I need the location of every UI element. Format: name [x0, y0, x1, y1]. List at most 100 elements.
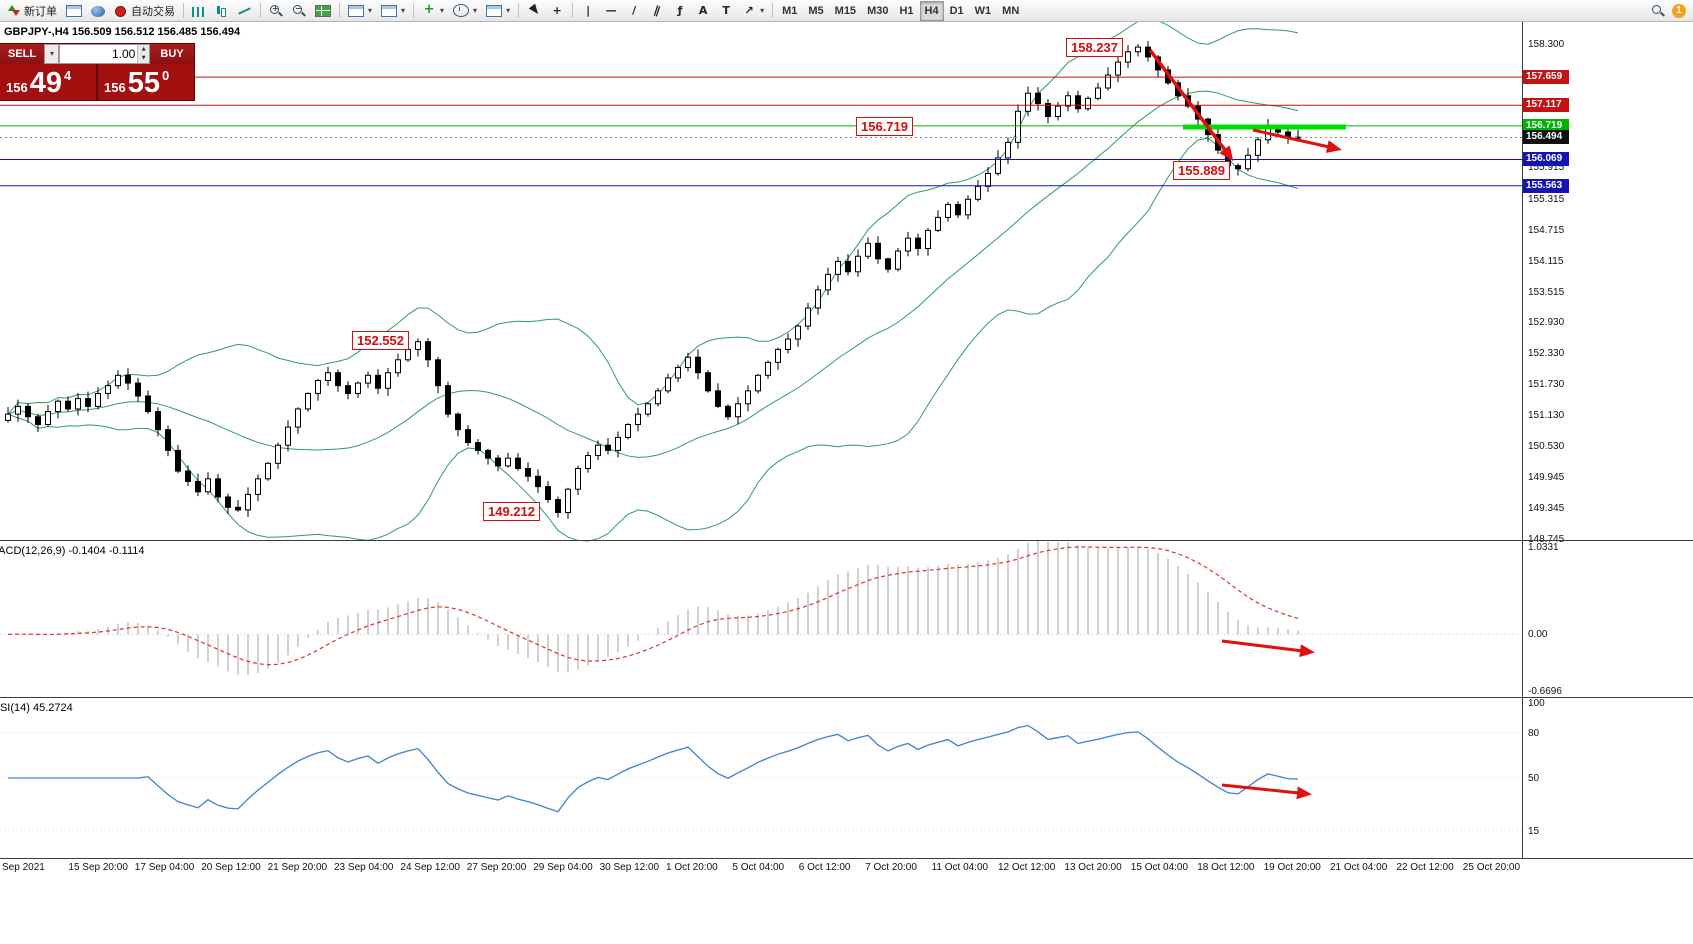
time-axis-label: 6 Oct 12:00 [798, 862, 851, 873]
notification-badge[interactable]: 1 [1672, 3, 1686, 18]
indicators-button[interactable]: + ▾ [418, 1, 448, 21]
time-axis-label: 13 Oct 20:00 [1064, 862, 1122, 873]
timeframe-m1-button[interactable]: M1 [777, 1, 802, 21]
price-tag-annotation[interactable]: 149.212 [483, 502, 540, 521]
candlestick-chart-button[interactable] [211, 1, 233, 21]
chevron-down-icon: ▾ [368, 5, 373, 15]
pane-divider[interactable] [0, 697, 1693, 698]
auto-trading-icon [114, 4, 128, 17]
chevron-down-icon: ▾ [49, 49, 54, 58]
volume-up-button[interactable]: ▲ [138, 45, 149, 54]
rsi-pane-label: RSI(14) 45.2724 [0, 702, 73, 714]
price-tag-annotation[interactable]: 158.237 [1066, 38, 1123, 57]
price-tag-annotation[interactable]: 156.719 [856, 117, 913, 136]
toolbar: 新订单 自动交易 + − ▾ ▾ + ▾ ▾ ▾ + | — / ∥ ƒ A T … [0, 0, 1693, 22]
timeframe-d1-button[interactable]: D1 [945, 1, 969, 21]
timeframe-h4-button[interactable]: H4 [919, 0, 944, 21]
horizontal-line-button[interactable]: — [600, 1, 622, 21]
timeframe-h1-button[interactable]: H1 [894, 1, 918, 21]
chevron-down-icon: ▾ [440, 5, 445, 15]
buy-price-sup: 0 [161, 68, 170, 83]
chart-area[interactable]: GBPJPY-,H4 156.509 156.512 156.485 156.4… [0, 17, 1693, 944]
rsi-axis-label: 100 [1528, 698, 1545, 709]
search-button[interactable] [1647, 1, 1669, 21]
volume-dropdown-button[interactable]: ▾ [44, 44, 59, 64]
zoom-out-button[interactable]: − [288, 1, 310, 21]
crosshair-icon: + [552, 4, 562, 17]
price-axis-badge: 157.117 [1523, 98, 1569, 113]
text-label-icon: T [722, 4, 730, 17]
chart-profiles-button[interactable]: ▾ [377, 1, 409, 21]
symbol-info: GBPJPY-,H4 156.509 156.512 156.485 156.4… [4, 26, 241, 38]
candlestick-chart-icon [215, 4, 229, 17]
line-chart-button[interactable] [234, 1, 256, 21]
toolbar-separator [413, 3, 415, 18]
toolbar-separator [260, 3, 261, 18]
new-chart-button[interactable]: ▾ [344, 1, 376, 21]
time-axis-label: 22 Oct 12:00 [1396, 862, 1454, 873]
timeframe-m5-button[interactable]: M5 [803, 1, 828, 21]
time-axis-label: 19 Oct 20:00 [1263, 862, 1321, 873]
timeframe-m30-button[interactable]: M30 [862, 1, 893, 21]
community-button[interactable] [87, 1, 109, 21]
tile-windows-button[interactable] [311, 1, 335, 21]
trendline-button[interactable]: / [623, 1, 645, 21]
time-axis-label: 27 Sep 20:00 [466, 862, 527, 873]
bar-chart-button[interactable] [188, 1, 210, 21]
rsi-axis-label: 80 [1528, 728, 1540, 739]
macd-pane-label: MACD(12,26,9) -0.1404 -0.1114 [0, 545, 145, 557]
price-tag-annotation[interactable]: 152.552 [352, 331, 409, 350]
price-axis-label: 148.745 [1528, 534, 1564, 545]
sell-button[interactable]: SELL [0, 44, 44, 64]
one-click-trading-panel: SELL ▾ ▲ ▼ BUY 156 49 4 156 55 0 [0, 44, 194, 100]
volume-input[interactable] [60, 45, 138, 63]
volume-down-button[interactable]: ▼ [138, 54, 149, 63]
text-button[interactable]: A [692, 1, 714, 21]
arrows-button[interactable]: ↗ ▾ [738, 1, 768, 21]
volume-stepper: ▲ ▼ [137, 45, 149, 63]
chart-window-button[interactable] [62, 1, 86, 21]
templates-button[interactable]: ▾ [482, 1, 514, 21]
time-axis-label: 18 Oct 12:00 [1197, 862, 1255, 873]
price-axis-badge: 156.069 [1523, 152, 1569, 167]
time-axis-border [0, 858, 1693, 859]
cursor-button[interactable] [523, 1, 545, 21]
community-icon [91, 5, 105, 17]
timeframe-w1-button[interactable]: W1 [970, 1, 997, 21]
price-axis-label: 158.300 [1528, 39, 1565, 50]
auto-trading-button[interactable]: 自动交易 [110, 1, 179, 21]
templates-icon [486, 5, 503, 17]
time-axis-label: 30 Sep 12:00 [599, 862, 660, 873]
fibonacci-button[interactable]: ƒ [669, 1, 691, 21]
new-chart-icon [348, 5, 364, 17]
text-label-button[interactable]: T [715, 1, 737, 21]
price-axis-label: 152.930 [1528, 316, 1565, 328]
zoom-in-button[interactable]: + [265, 1, 287, 21]
price-tag-annotation[interactable]: 155.889 [1173, 161, 1230, 180]
channel-button[interactable]: ∥ [646, 1, 668, 21]
periods-button[interactable]: ▾ [449, 1, 481, 21]
price-axis-label: 151.730 [1528, 379, 1565, 391]
timeframe-mn-button[interactable]: MN [997, 1, 1024, 21]
auto-trading-label: 自动交易 [131, 5, 175, 18]
time-axis-label: 24 Sep 12:00 [400, 862, 460, 873]
time-axis-label: 23 Sep 04:00 [334, 862, 394, 873]
time-axis-label: 15 Oct 04:00 [1130, 862, 1189, 873]
text-tool-icon: A [698, 4, 708, 17]
vertical-line-button[interactable]: | [577, 1, 599, 21]
toolbar-separator [518, 3, 520, 18]
buy-button[interactable]: BUY [150, 44, 194, 64]
zoom-out-icon: − [292, 4, 306, 17]
timeframe-m15-button[interactable]: M15 [830, 1, 861, 21]
price-axis-label: 154.715 [1528, 224, 1565, 236]
toolbar-separator [572, 3, 574, 18]
sell-price[interactable]: 156 49 4 [0, 64, 96, 100]
buy-price[interactable]: 156 55 0 [98, 64, 194, 100]
price-axis-label: 153.515 [1528, 286, 1565, 298]
price-axis-label: 152.330 [1528, 348, 1565, 360]
new-order-button[interactable]: 新订单 [3, 1, 61, 21]
crosshair-button[interactable]: + [546, 1, 568, 21]
pane-divider[interactable] [0, 540, 1693, 541]
time-axis-label: Sep 2021 [2, 862, 45, 873]
buy-price-big: 55 [127, 67, 160, 99]
